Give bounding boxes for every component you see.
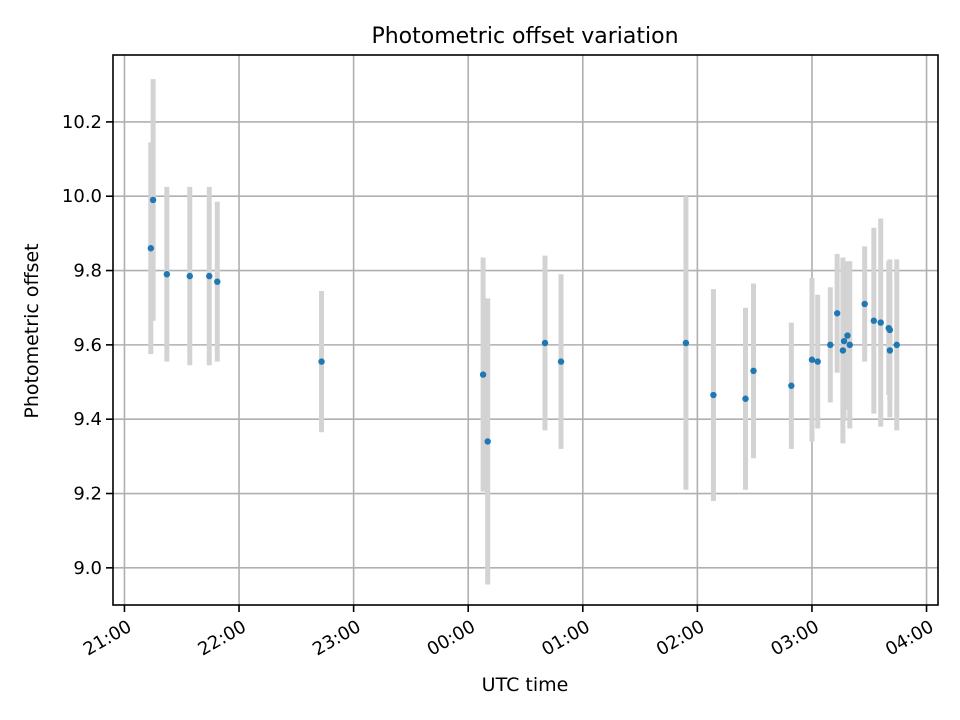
y-tick-label: 10.2 [62, 112, 102, 133]
data-point [149, 196, 157, 204]
y-tick-label: 9.2 [73, 484, 102, 505]
data-point [886, 347, 894, 354]
axes-frame [112, 54, 939, 606]
data-point [870, 317, 878, 324]
data-point [214, 278, 221, 285]
y-tick-label: 9.8 [73, 261, 102, 282]
data-point [318, 358, 325, 365]
data-point [839, 347, 847, 354]
data-point [814, 358, 821, 365]
data-point [557, 358, 565, 365]
y-tick-label: 9.6 [73, 335, 102, 356]
data-point [844, 332, 851, 339]
y-tick-label: 9.0 [73, 558, 102, 579]
data-point [877, 319, 884, 326]
data-point [861, 300, 868, 308]
chart-title: Photometric offset variation [371, 24, 678, 49]
data-point [893, 341, 900, 349]
data-point [484, 438, 491, 445]
data-point [833, 310, 841, 317]
data-point [846, 341, 853, 349]
data-point [541, 339, 549, 347]
data-point [827, 341, 834, 349]
data-point [206, 272, 213, 280]
data-point [808, 356, 816, 363]
data-point [886, 326, 894, 334]
data-point [840, 337, 848, 345]
x-axis-label: UTC time [482, 674, 569, 696]
data-point [788, 382, 795, 389]
data-point [163, 271, 171, 278]
data-point [186, 272, 193, 280]
data-point [479, 371, 487, 378]
data-point [710, 391, 717, 399]
data-point [147, 245, 155, 252]
y-tick-label: 10.0 [62, 186, 102, 207]
data-point [750, 367, 757, 375]
data-point [742, 395, 749, 402]
data-point [682, 339, 690, 347]
y-tick-label: 9.4 [73, 409, 102, 430]
y-axis-label: Photometric offset [21, 243, 43, 418]
